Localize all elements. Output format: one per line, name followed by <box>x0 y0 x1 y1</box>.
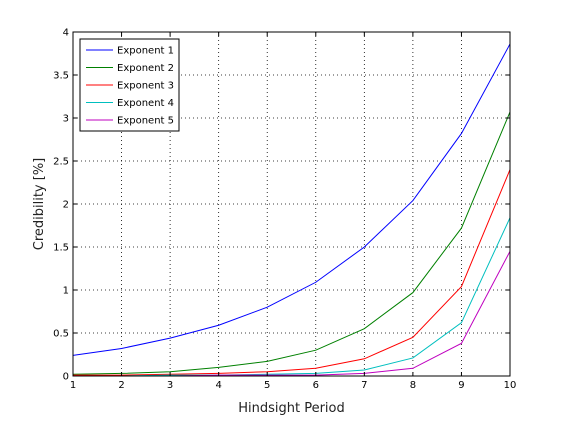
legend-item: Exponent 5 <box>86 116 174 127</box>
y-tick-label: 3.5 <box>53 71 69 82</box>
y-tick-label: 3 <box>63 114 69 125</box>
y-tick-label: 2.5 <box>53 157 69 168</box>
legend-label: Exponent 1 <box>117 46 174 57</box>
legend-label: Exponent 4 <box>117 98 174 109</box>
legend-item: Exponent 4 <box>86 98 174 109</box>
x-tick-label: 3 <box>167 380 173 391</box>
x-tick-label: 10 <box>504 380 517 391</box>
x-tick-label: 1 <box>70 380 76 391</box>
x-tick-label: 7 <box>361 380 367 391</box>
series-line-exponent-1 <box>72 43 511 356</box>
series-lines <box>72 43 511 377</box>
legend-label: Exponent 3 <box>117 81 174 92</box>
axis-ticks: 1 2 3 4 5 6 7 8 9 10 0 0.5 1 1.5 2 2.5 3 3.5 4 <box>53 28 516 392</box>
y-tick-label: 2 <box>63 200 69 211</box>
series-line-exponent-3 <box>73 169 511 376</box>
legend-label: Exponent 2 <box>117 63 174 74</box>
x-tick-label: 9 <box>458 380 464 391</box>
legend-item: Exponent 1 <box>86 46 174 57</box>
y-tick-label: 1.5 <box>53 243 69 254</box>
legend-item: Exponent 3 <box>86 81 174 92</box>
x-tick-label: 4 <box>215 380 221 391</box>
series-line-exponent-5 <box>73 251 511 377</box>
x-axis-title: Hindsight Period <box>238 401 345 416</box>
x-tick-label: 2 <box>118 380 124 391</box>
series-line-exponent-2 <box>72 111 511 375</box>
x-tick-label: 6 <box>313 380 319 391</box>
y-axis-title: Credibility [%] <box>32 158 47 251</box>
legend-item: Exponent 2 <box>86 63 174 74</box>
x-tick-label: 5 <box>264 380 270 391</box>
legend: Exponent 1 Exponent 2 Exponent 3 Exponent 4… <box>79 38 180 132</box>
x-tick-label: 8 <box>410 380 416 391</box>
y-tick-label: 0 <box>63 372 69 383</box>
y-tick-label: 4 <box>63 28 69 39</box>
y-tick-label: 1 <box>63 286 69 297</box>
legend-label: Exponent 5 <box>117 116 174 127</box>
y-tick-label: 0.5 <box>53 329 69 340</box>
